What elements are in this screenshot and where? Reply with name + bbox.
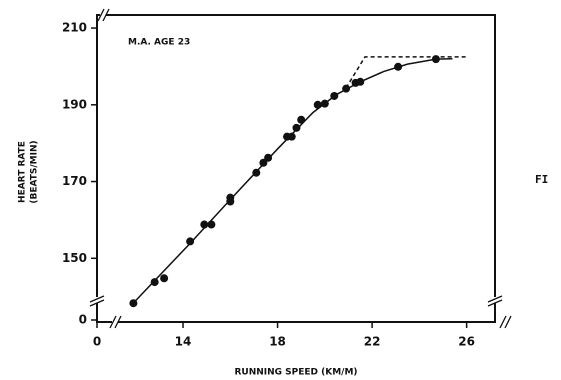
x-tick-label: 0 (93, 335, 101, 349)
plot-frame (96, 14, 496, 323)
x-axis-label: RUNNING SPEED (KM/M) (234, 368, 357, 378)
axis-break (97, 8, 110, 22)
data-point (160, 274, 169, 283)
y-axis-label: HEART RATE (BEATS/MIN) (18, 140, 40, 203)
annotation: M.A. AGE 23 (128, 38, 190, 48)
y-axis-label-line: (BEATS/MIN) (30, 140, 40, 203)
axis-break-gap (100, 10, 106, 20)
axis-break (499, 315, 512, 329)
data-point (320, 99, 329, 108)
data-point (297, 115, 306, 124)
axis-break-gap (91, 297, 103, 303)
side-text: FI (535, 173, 548, 186)
data-point (287, 132, 296, 141)
axis-break (487, 295, 503, 307)
axis-break (109, 315, 122, 329)
data-point (264, 153, 273, 162)
data-point (207, 220, 216, 229)
data-point (252, 168, 261, 177)
data-point (129, 299, 138, 308)
x-tick-label: 14 (175, 335, 192, 349)
data-point (394, 62, 403, 71)
y-tick-label: 150 (62, 251, 87, 265)
axis-break-gap (112, 317, 118, 327)
y-axis-label-line: HEART RATE (18, 141, 28, 203)
data-point (186, 237, 195, 246)
y-tick-label: 210 (62, 21, 87, 35)
x-tick-label: 18 (269, 335, 286, 349)
axis-break (89, 295, 105, 307)
data-point (292, 123, 301, 132)
fit-line (130, 57, 453, 307)
data-point (200, 220, 209, 229)
fit-line (345, 56, 467, 89)
y-tick-label: 190 (62, 97, 87, 111)
data-point (150, 278, 159, 287)
data-point (226, 193, 235, 202)
y-tick-label: 0 (79, 313, 87, 327)
data-point (259, 158, 268, 167)
data-point (313, 100, 322, 109)
axis-break-gap (489, 297, 501, 303)
data-point (330, 91, 339, 100)
data-point (431, 55, 440, 64)
x-tick-label: 26 (458, 335, 475, 349)
x-tick-label: 22 (364, 335, 381, 349)
data-point (356, 77, 365, 86)
data-point (342, 84, 351, 93)
axis-break-gap (502, 317, 508, 327)
y-tick-label: 170 (62, 174, 87, 188)
